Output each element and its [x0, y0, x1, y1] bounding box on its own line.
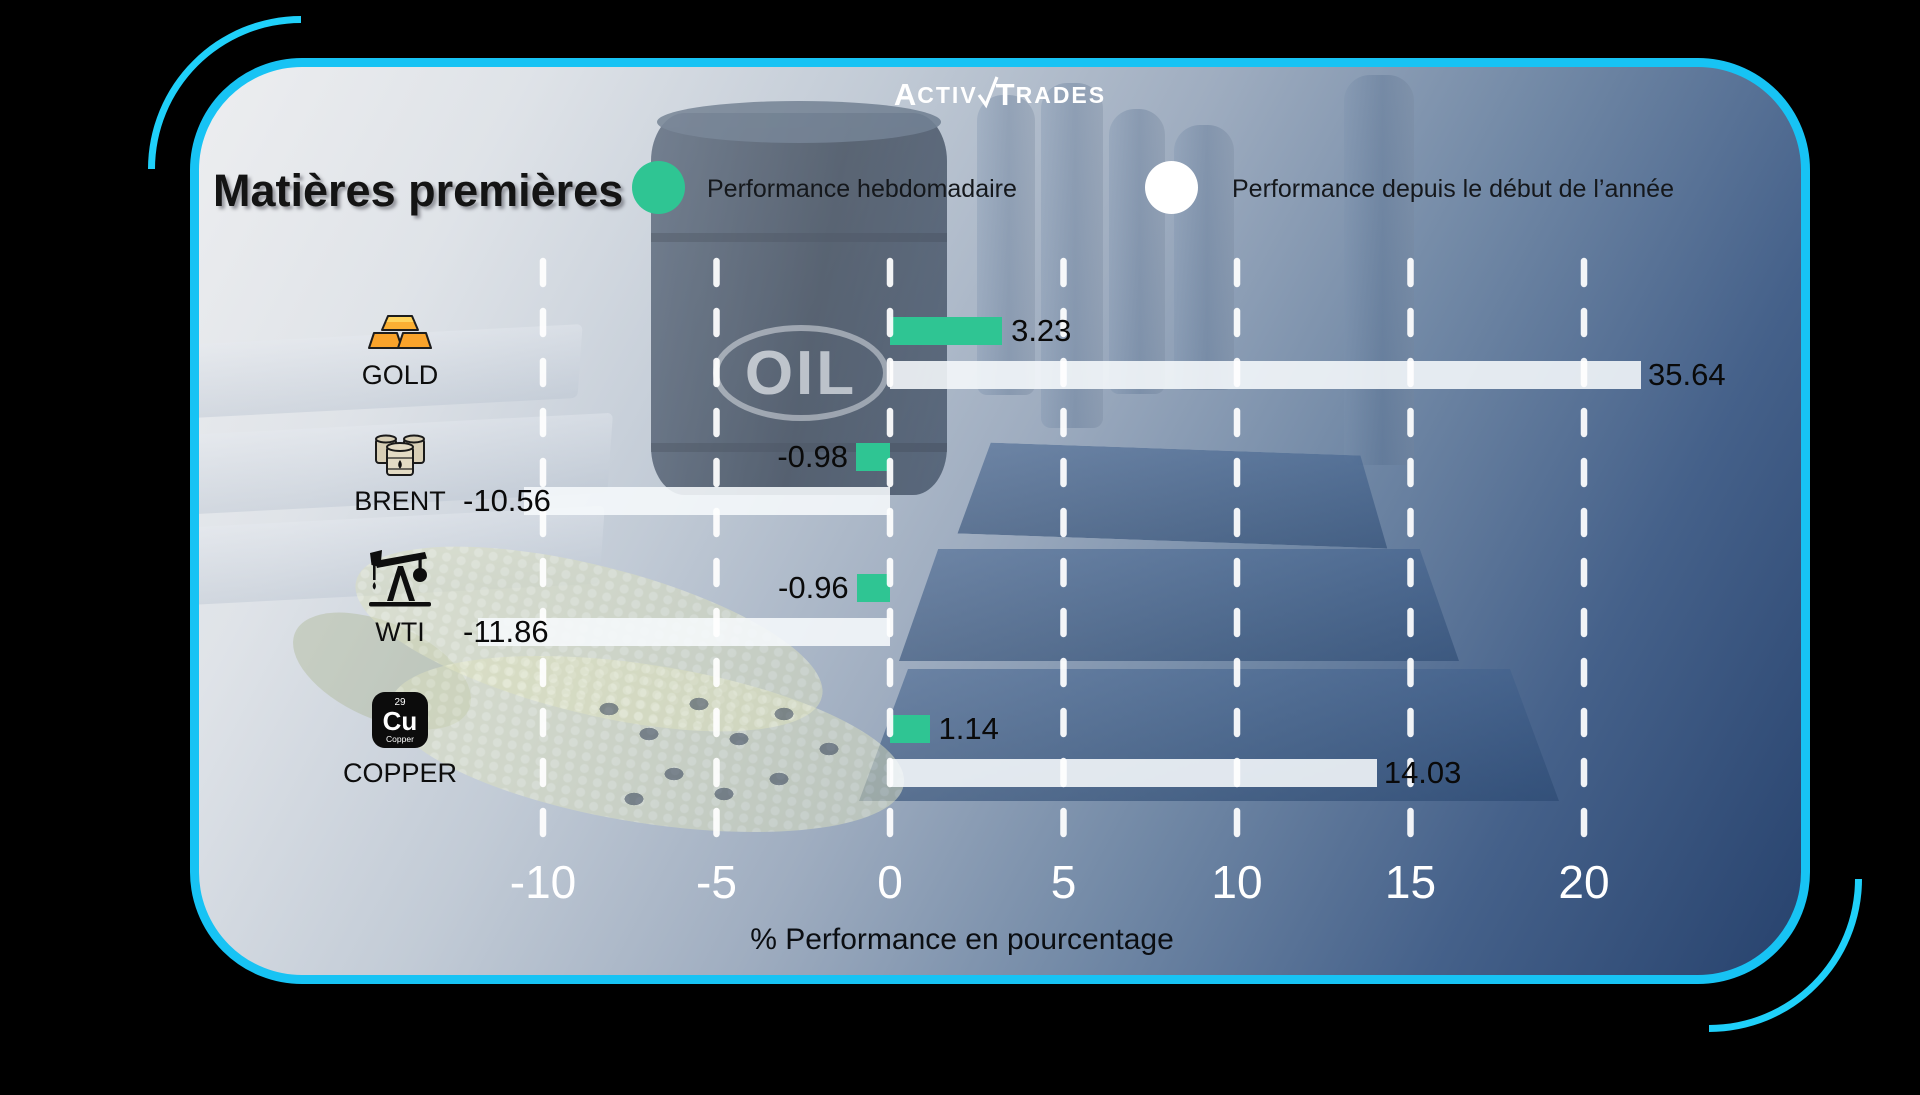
bg-metal-ingot	[899, 549, 1459, 661]
category-label-brent: BRENT	[354, 486, 446, 516]
x-tick-label-5: 5	[1050, 856, 1077, 908]
x-axis-title: % Performance en pourcentage	[750, 923, 1174, 956]
category-label-gold: GOLD	[361, 360, 439, 390]
weekly-swatch-circle	[632, 161, 685, 214]
svg-text:Cu: Cu	[383, 706, 418, 736]
logo-trades-text: RADES	[1015, 81, 1107, 108]
svg-text:29: 29	[394, 697, 406, 708]
barrel-band	[651, 233, 947, 242]
x-tick-label-10: 10	[1211, 856, 1263, 908]
weekly-value-copper: 1.14	[938, 711, 999, 746]
activtrades-logo: A CTIV T RADES	[199, 75, 1801, 115]
x-tick-label--10: -10	[509, 856, 577, 908]
logo-activ-text: CTIV	[917, 81, 978, 108]
ytd-value-copper: 14.03	[1383, 755, 1462, 790]
weekly-bar-gold	[890, 317, 1003, 345]
barrel-band	[651, 443, 947, 452]
weekly-bar-brent	[855, 443, 890, 471]
legend-label-ytd: Performance depuis le début de l’année	[1232, 175, 1674, 203]
logo-check-icon	[977, 76, 999, 109]
ytd-bar-copper	[890, 759, 1377, 787]
infographic-card: OIL A CTIV T RADES Matières premières Perfo…	[190, 58, 1810, 984]
steel-pipe	[977, 95, 1035, 395]
x-tick-label--5: -5	[696, 856, 737, 908]
weekly-value-gold: 3.23	[1011, 313, 1072, 348]
ytd-value-gold: 35.64	[1648, 357, 1726, 392]
weekly-value-brent: -0.98	[777, 439, 848, 474]
ytd-value-brent: -10.56	[463, 483, 551, 518]
x-tick-label-15: 15	[1384, 856, 1437, 908]
weekly-bar-wti	[856, 574, 890, 602]
pump-jack-icon	[355, 546, 445, 608]
svg-text:Copper: Copper	[386, 734, 414, 744]
ytd-bar-wti	[478, 618, 890, 646]
legend-label-weekly: Performance hebdomadaire	[707, 175, 1017, 203]
oil-barrels-icon	[355, 431, 445, 477]
bg-coffee-beans	[579, 679, 889, 829]
category-label-copper: COPPER	[342, 758, 458, 788]
logo-activ-initial: A	[893, 77, 918, 112]
weekly-value-wti: -0.96	[778, 570, 849, 605]
ytd-swatch-circle	[1145, 161, 1198, 214]
page-title: Matières premières	[213, 165, 624, 216]
x-tick-label-20: 20	[1558, 856, 1610, 908]
gold-bars-icon	[355, 313, 445, 351]
weekly-bar-copper	[890, 715, 930, 743]
oil-text: OIL	[744, 338, 858, 408]
ytd-bar-gold	[890, 361, 1641, 389]
category-label-wti: WTI	[375, 617, 425, 647]
x-tick-label-0: 0	[877, 856, 903, 908]
ytd-bar-brent	[523, 487, 890, 515]
barrel-lid	[657, 101, 941, 143]
steel-pipe	[1109, 109, 1165, 394]
ytd-value-wti: -11.86	[463, 614, 549, 649]
copper-element-icon: 29 Cu Copper	[355, 691, 445, 749]
logo-trades-initial: T	[995, 77, 1016, 112]
steel-pipe	[1344, 75, 1414, 465]
